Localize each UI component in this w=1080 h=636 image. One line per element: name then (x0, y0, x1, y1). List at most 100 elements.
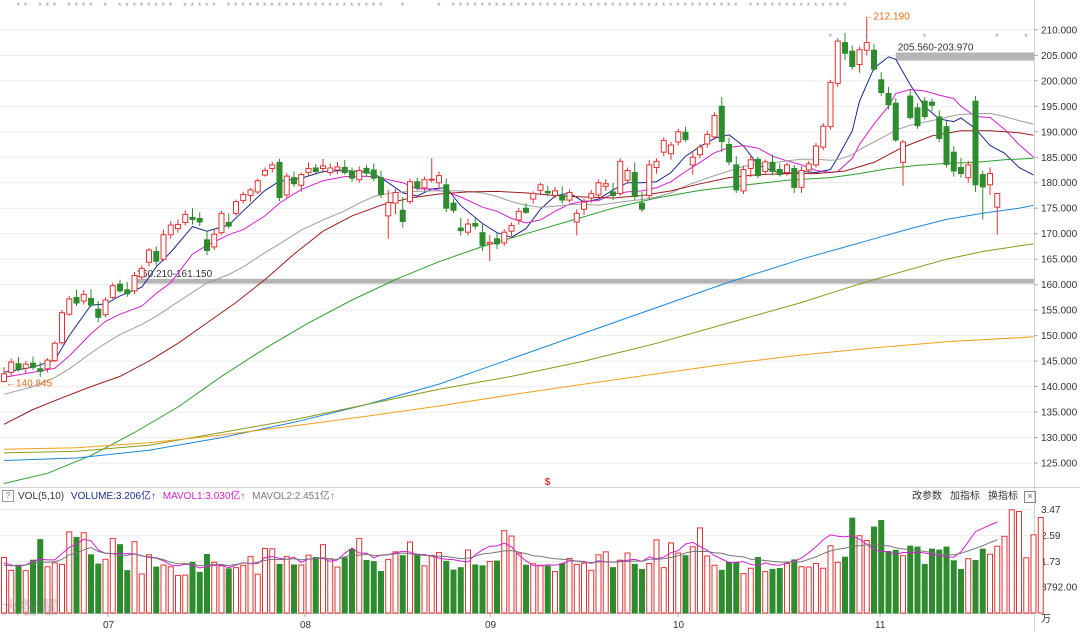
volume-bar (465, 549, 471, 614)
vol-tick-label: 8792.00 (1041, 582, 1078, 593)
ma-line (3, 157, 1034, 484)
candle-body (581, 201, 587, 210)
event-marker: * (17, 1, 21, 11)
candle-body (341, 166, 348, 174)
candle-body (646, 164, 653, 196)
candle-body (291, 177, 297, 185)
candle-body (305, 167, 312, 174)
candle-body (863, 42, 870, 51)
volume-bar (8, 569, 15, 614)
ma-line (3, 243, 1034, 454)
mavol1-value: MAVOL1:3.030亿 (162, 491, 241, 502)
candle-body (813, 145, 819, 166)
volume-bar (254, 573, 261, 614)
candle-body (378, 177, 384, 195)
y-tick-label: 165.000 (1041, 255, 1078, 266)
event-marker: * (771, 1, 775, 11)
vol-indicator-name[interactable]: VOL(5,10) (18, 491, 65, 502)
volume-bar (414, 553, 421, 614)
volume-bar (689, 546, 696, 614)
y-tick-label: 135.000 (1041, 408, 1078, 419)
y-tick-label: 175.000 (1041, 204, 1078, 215)
volume-bar (711, 564, 718, 614)
volume-bar (537, 564, 544, 614)
ma-line (3, 112, 1034, 395)
volume-bar (479, 565, 486, 614)
event-marker: * (510, 1, 514, 11)
y-tick-label: 205.000 (1041, 51, 1078, 62)
event-marker: * (191, 1, 195, 11)
candle-body (791, 167, 798, 188)
volume-bar (515, 552, 522, 614)
candle-body (334, 166, 341, 171)
candle-body (1, 373, 7, 383)
switch-indicator-button[interactable]: 换指标 (988, 491, 1018, 502)
candle-body (189, 216, 196, 220)
volume-bar (59, 563, 65, 614)
event-marker: * (647, 1, 651, 11)
candle-body (820, 125, 827, 148)
volume-bar (776, 568, 783, 614)
event-marker: * (502, 1, 506, 11)
candle-body (15, 363, 22, 370)
event-marker: * (234, 1, 238, 11)
volume-bar (595, 554, 602, 614)
volume-bar (124, 570, 131, 614)
candle-body (508, 225, 515, 232)
volume-bar (791, 559, 798, 614)
event-marker: * (713, 1, 717, 11)
y-tick-label: 155.000 (1041, 306, 1078, 317)
volume-bar (1, 557, 7, 614)
candle-body (929, 101, 935, 106)
candle-body (37, 368, 44, 372)
volume-bar (646, 562, 653, 614)
change-params-button[interactable]: 改参数 (912, 491, 942, 502)
candle-body (102, 299, 109, 316)
candle-body (740, 168, 747, 192)
candle-body (885, 93, 892, 106)
event-marker: * (611, 1, 615, 11)
volume-bar (80, 532, 87, 614)
candle-body (682, 131, 689, 140)
candle-body (602, 183, 609, 187)
event-marker: * (734, 1, 738, 11)
candle-body (269, 164, 276, 169)
volume-bar (443, 560, 450, 614)
candle-body (914, 107, 921, 127)
candle-body (595, 182, 602, 196)
close-indicator-button[interactable]: × (1024, 491, 1036, 503)
add-indicator-button[interactable]: 加指标 (950, 491, 980, 502)
volume-bar (66, 531, 73, 614)
volume-bar (805, 566, 812, 614)
vol-tick-label: 3.47 (1041, 505, 1061, 516)
candle-body (588, 192, 595, 199)
volume-bar (109, 537, 116, 614)
candle-body (653, 160, 660, 168)
help-icon[interactable]: ? (2, 490, 14, 503)
volume-bar (508, 535, 515, 614)
event-marker: * (691, 1, 695, 11)
event-marker: * (24, 1, 28, 11)
volume-bar (718, 569, 725, 614)
candle-body (631, 172, 638, 198)
candle-body (363, 167, 370, 174)
event-marker: * (626, 1, 630, 11)
volume-bar (428, 554, 435, 614)
event-marker: * (582, 1, 586, 11)
volume-bar (138, 573, 145, 614)
event-marker: * (560, 1, 564, 11)
event-marker: * (321, 1, 325, 11)
event-marker: * (75, 1, 79, 11)
volume-bar (668, 542, 674, 614)
volume-bar (30, 559, 36, 614)
volume-bar (233, 567, 239, 614)
event-marker: * (198, 1, 202, 11)
candle-body (59, 312, 65, 344)
volume-bar (863, 540, 870, 614)
candle-body (566, 191, 573, 201)
candle-body (370, 169, 377, 179)
x-tick-label: 08 (300, 620, 312, 631)
event-marker: * (618, 1, 622, 11)
dividend-marker: $ (545, 477, 551, 488)
